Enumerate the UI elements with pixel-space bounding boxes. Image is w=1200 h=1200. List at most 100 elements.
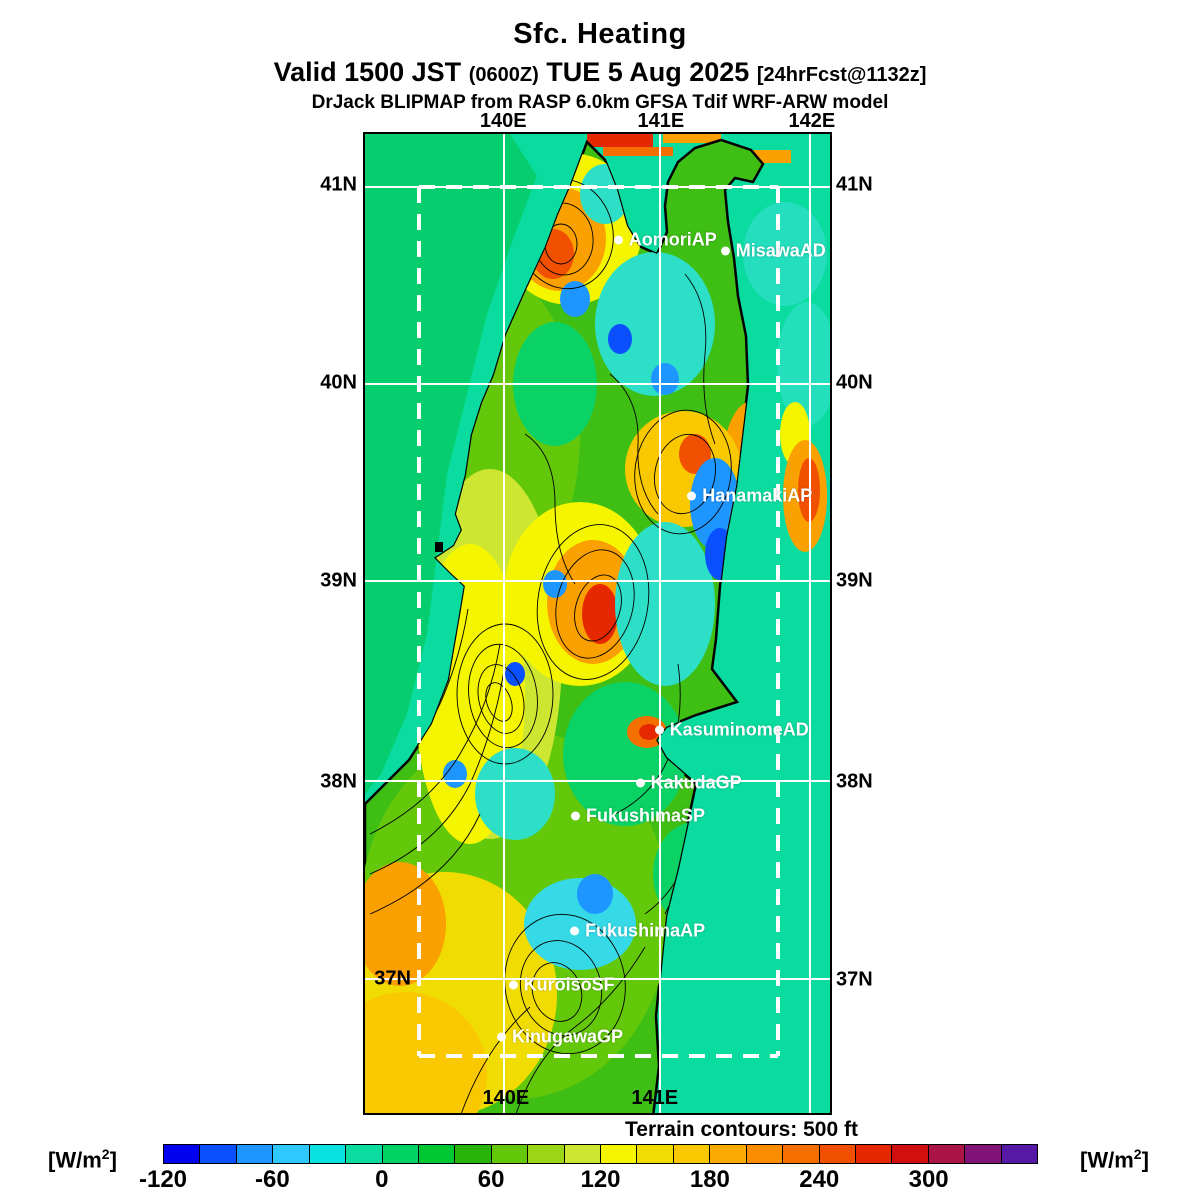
units-label-right: [W/m2] [1080, 1146, 1149, 1173]
latitude-label-right: 38N [836, 770, 873, 793]
colorbar-ticks: -120 -60 0 60 120 180 240 300 [139, 1166, 1038, 1196]
longitude-gridline [503, 134, 506, 1113]
colorbar-segment [637, 1145, 674, 1163]
site-marker: KasuminomeAD [654, 719, 809, 741]
latitude-label-right: 40N [836, 371, 873, 394]
site-dot [613, 235, 623, 245]
colorbar-segment [491, 1145, 529, 1163]
latitude-label-left: 40N [320, 371, 357, 394]
latitude-gridline [365, 580, 830, 583]
units-label-left: [W/m2] [48, 1146, 117, 1173]
site-dot [570, 811, 580, 821]
colorbar-segment [418, 1145, 456, 1163]
site-label: KasuminomeAD [669, 719, 809, 740]
terrain-note: Terrain contours: 500 ft [625, 1118, 858, 1141]
colorbar-tick-label: -60 [255, 1166, 290, 1193]
colorbar-segment [783, 1145, 820, 1163]
site-label: KuroisoSF [523, 974, 615, 995]
colorbar-segment [236, 1145, 274, 1163]
valid-time-line: Valid 1500 JST (0600Z) TUE 5 Aug 2025 [2… [0, 57, 1200, 88]
site-label: FukushimaSP [585, 805, 706, 826]
site-label: MisawaAD [735, 240, 826, 261]
domain-boundary [417, 186, 422, 1057]
domain-boundary [776, 186, 781, 1057]
colorbar-segment [455, 1145, 492, 1163]
site-marker: MisawaAD [720, 240, 826, 262]
latitude-label-left: 41N [320, 173, 357, 196]
colorbar-segment [819, 1145, 857, 1163]
colorbar-segment [273, 1145, 310, 1163]
longitude-label-top: 141E [637, 110, 685, 132]
colorbar-segment [382, 1145, 419, 1163]
header: Sfc. Heating Valid 1500 JST (0600Z) TUE … [0, 18, 1200, 114]
latitude-gridline [365, 977, 830, 980]
longitude-label-top: 142E [788, 110, 836, 132]
colorbar-tick-label: 120 [580, 1166, 621, 1193]
site-dot [497, 1032, 507, 1042]
site-marker: KakudaGP [635, 772, 742, 794]
forecast-tag: [24hrFcst@1132z] [756, 64, 927, 86]
colorbar-tick-label: 180 [689, 1166, 730, 1193]
page-title: Sfc. Heating [513, 18, 687, 50]
colorbar-segment [601, 1145, 638, 1163]
latitude-gridline [365, 382, 830, 385]
site-label: AomoriAP [628, 229, 717, 250]
model-line: DrJack BLIPMAP from RASP 6.0km GFSA Tdif… [311, 92, 889, 113]
site-marker: KuroisoSF [508, 974, 615, 995]
colorbar-tick-label: 300 [908, 1166, 949, 1193]
site-dot [687, 491, 697, 501]
colorbar-segment [200, 1145, 237, 1163]
colorbar-tick-label: 240 [799, 1166, 840, 1193]
colorbar-segment [673, 1145, 711, 1163]
site-marker: FukushimaSP [570, 805, 706, 827]
colorbar-segment [856, 1145, 893, 1163]
site-marker: HanamakiAP [687, 486, 812, 507]
site-label: HanamakiAP [702, 485, 813, 506]
site-marker: FukushimaAP [570, 920, 705, 941]
colorbar-segment [346, 1145, 383, 1163]
latitude-label-left: 39N [320, 569, 357, 592]
heating-map: 37N 140E 141E AomoriAP MisawaAD HanamakiAP Kas… [363, 132, 832, 1115]
site-dot [635, 778, 645, 788]
colorbar-segment [892, 1145, 929, 1163]
longitude-label-top: 140E [479, 110, 527, 132]
colorbar-segment [746, 1145, 784, 1163]
valid-zulu: (0600Z) [468, 64, 539, 86]
contour-artwork [365, 134, 830, 1113]
colorbar-segment [710, 1145, 747, 1163]
colorbar-tick-label: 60 [477, 1166, 505, 1193]
colorbar-tick-label: -120 [138, 1166, 188, 1193]
latitude-label-right: 39N [836, 569, 873, 592]
site-dot [720, 246, 730, 256]
colorbar-segment [528, 1145, 565, 1163]
colorbar-segment [564, 1145, 602, 1163]
domain-boundary [419, 184, 779, 189]
colorbar-segment [928, 1145, 966, 1163]
latitude-label-right: 37N [836, 968, 873, 991]
site-label: KinugawaGP [512, 1026, 624, 1047]
latitude-label-left: 38N [320, 770, 357, 793]
site-dot [570, 926, 580, 936]
site-dot [654, 725, 664, 735]
site-label: KakudaGP [650, 772, 742, 793]
colorbar-segment [1001, 1145, 1038, 1163]
site-marker: KinugawaGP [497, 1026, 623, 1047]
domain-boundary [419, 1054, 779, 1059]
valid-prefix: Valid 1500 JST [273, 57, 462, 87]
longitude-gridline [809, 134, 811, 1113]
colorbar-segment [965, 1145, 1002, 1163]
longitude-label-bottom: 140E [482, 1087, 530, 1109]
latitude-label-inside: 37N [374, 967, 411, 990]
site-label: FukushimaAP [585, 920, 706, 941]
colorbar-segment [164, 1145, 201, 1163]
site-dot [508, 980, 518, 990]
longitude-label-bottom: 141E [631, 1087, 679, 1109]
valid-date: TUE 5 Aug 2025 [546, 57, 750, 87]
latitude-label-right: 41N [836, 173, 873, 196]
colorbar [163, 1144, 1038, 1164]
latitude-gridline [365, 780, 830, 783]
colorbar-segment [309, 1145, 347, 1163]
longitude-gridline [659, 134, 662, 1113]
site-marker: AomoriAP [613, 229, 717, 250]
